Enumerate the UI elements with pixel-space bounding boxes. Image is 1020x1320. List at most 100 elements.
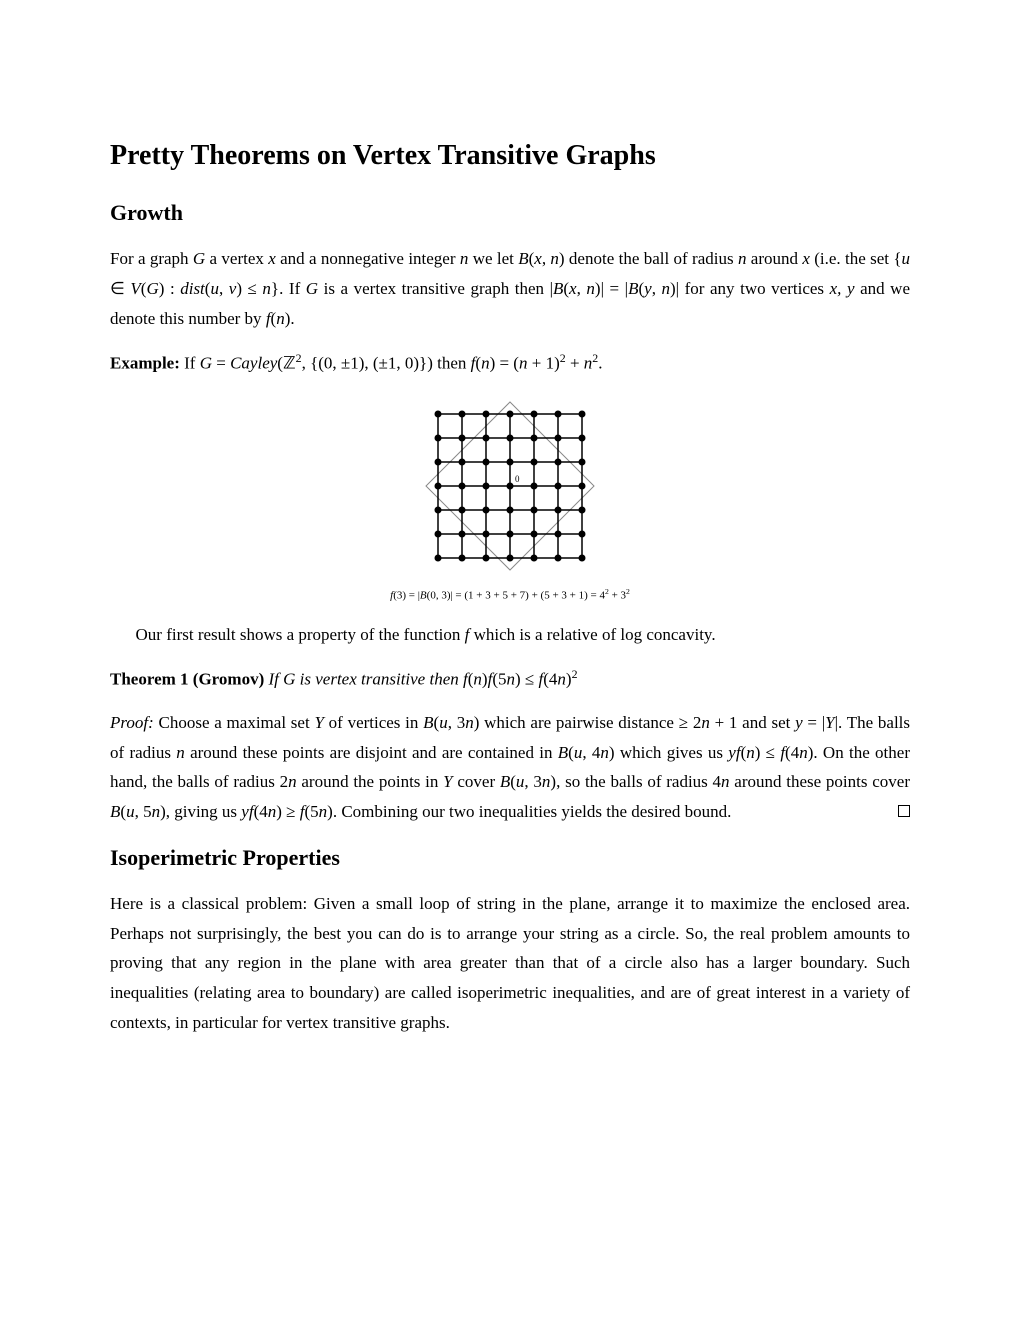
text: denote the ball of radius [565,249,738,268]
example-label: Example: [110,354,180,373]
var-n: n [586,279,595,298]
text: and set [737,713,795,732]
var-n: n [701,713,710,732]
var-Y: Y [825,713,834,732]
text: Choose a maximal set [154,713,315,732]
text: we let [468,249,518,268]
text: a vertex [205,249,268,268]
text: around these points cover [730,772,910,791]
document-title: Pretty Theorems on Vertex Transitive Gra… [110,140,910,172]
var-G: G [306,279,318,298]
var-G: G [200,354,212,373]
var-x: x [268,249,276,268]
var-B: B [110,802,120,821]
var-u: u [210,279,219,298]
var-n: n [176,743,185,762]
var-yf: yf [728,743,740,762]
var-B: B [423,713,433,732]
sup-2: 2 [592,351,598,365]
var-Cayley: Cayley [230,354,277,373]
text: . Combining our two inequalities yields … [333,802,732,821]
para-growth-def: For a graph G a vertex x and a nonnegati… [110,244,910,333]
var-n: n [746,743,755,762]
var-u: u [516,772,525,791]
var-n: n [152,802,161,821]
example: Example: If G = Cayley(ℤ2, {(0, ±1), (±1… [110,351,910,374]
theorem-body: If G is vertex transitive then f [264,670,468,689]
var-V: V [130,279,140,298]
text: for any two vertices [679,279,830,298]
text: Our first result shows a property of the… [136,625,465,644]
text: which are pairwise distance [479,713,678,732]
math-Bxn: B [518,249,528,268]
var-n: n [473,670,482,689]
var-f: f [538,670,543,689]
var-n: n [262,279,271,298]
qed-icon [898,805,910,817]
var-dist: dist [180,279,205,298]
text: . If [279,279,306,298]
var-Y: Y [314,713,323,732]
var-f: f [488,670,493,689]
var-G: G [146,279,158,298]
var-x: x [569,279,577,298]
para-isoperimetric: Here is a classical problem: Given a sma… [110,889,910,1038]
var-n: n [288,772,297,791]
var-B: B [553,279,563,298]
text: then [433,354,471,373]
text: which is a relative of log concavity. [469,625,715,644]
figure-caption: f(3) = |B(0, 3)| = (1 + 3 + 5 + 7) + (5 … [110,587,910,602]
text: around these points are disjoint and are… [185,743,558,762]
text: If [180,354,200,373]
svg-text:0: 0 [515,474,520,484]
var-y: y [795,713,803,732]
text: of vertices in [324,713,423,732]
text: cover [453,772,500,791]
var-n: n [319,802,328,821]
sup-2: 2 [296,351,302,365]
var-n: n [506,670,515,689]
theorem-gromov: Theorem 1 (Gromov) If G is vertex transi… [110,667,910,690]
var-v: v [229,279,237,298]
text: For a graph [110,249,193,268]
var-f: f [266,309,271,328]
var-B: B [420,590,427,602]
page: Pretty Theorems on Vertex Transitive Gra… [0,0,1020,1320]
var-n: n [519,354,528,373]
var-yf: yf [241,802,253,821]
text: If [264,670,283,689]
section-growth: Growth [110,200,910,226]
var-x: x [802,249,810,268]
var-B: B [628,279,638,298]
var-n: n [600,743,609,762]
var-xy: x, y [830,279,855,298]
section-isoperimetric: Isoperimetric Properties [110,845,910,871]
caption-text: f [390,590,393,602]
sup-2: 2 [626,587,630,596]
lattice-diagram: 0 [410,396,610,576]
var-x: x [534,249,542,268]
text: is vertex transitive then [295,670,463,689]
text: is a vertex transitive graph then [318,279,550,298]
var-n: n [268,802,277,821]
var-n: n [662,279,671,298]
theorem-label: Theorem 1 (Gromov) [110,670,264,689]
figure-lattice: 0 f(3) = |B(0, 3)| = (1 + 3 + 5 + 7) + (… [110,396,910,602]
sup-2: 2 [605,587,609,596]
var-n: n [542,772,551,791]
text: which gives us [615,743,729,762]
var-B: B [500,772,510,791]
var-f: f [780,743,785,762]
sup-2: 2 [572,667,578,681]
var-n: n [721,772,730,791]
var-u: u [902,249,911,268]
sup-2: 2 [560,351,566,365]
text: (i.e. the set [810,249,893,268]
var-n: n [557,670,566,689]
var-f: f [300,802,305,821]
var-G: G [193,249,205,268]
para-logconcavity: Our first result shows a property of the… [110,620,910,650]
text: and a nonnegative integer [276,249,460,268]
text: around the points in [297,772,444,791]
proof-label: Proof: [110,713,154,732]
